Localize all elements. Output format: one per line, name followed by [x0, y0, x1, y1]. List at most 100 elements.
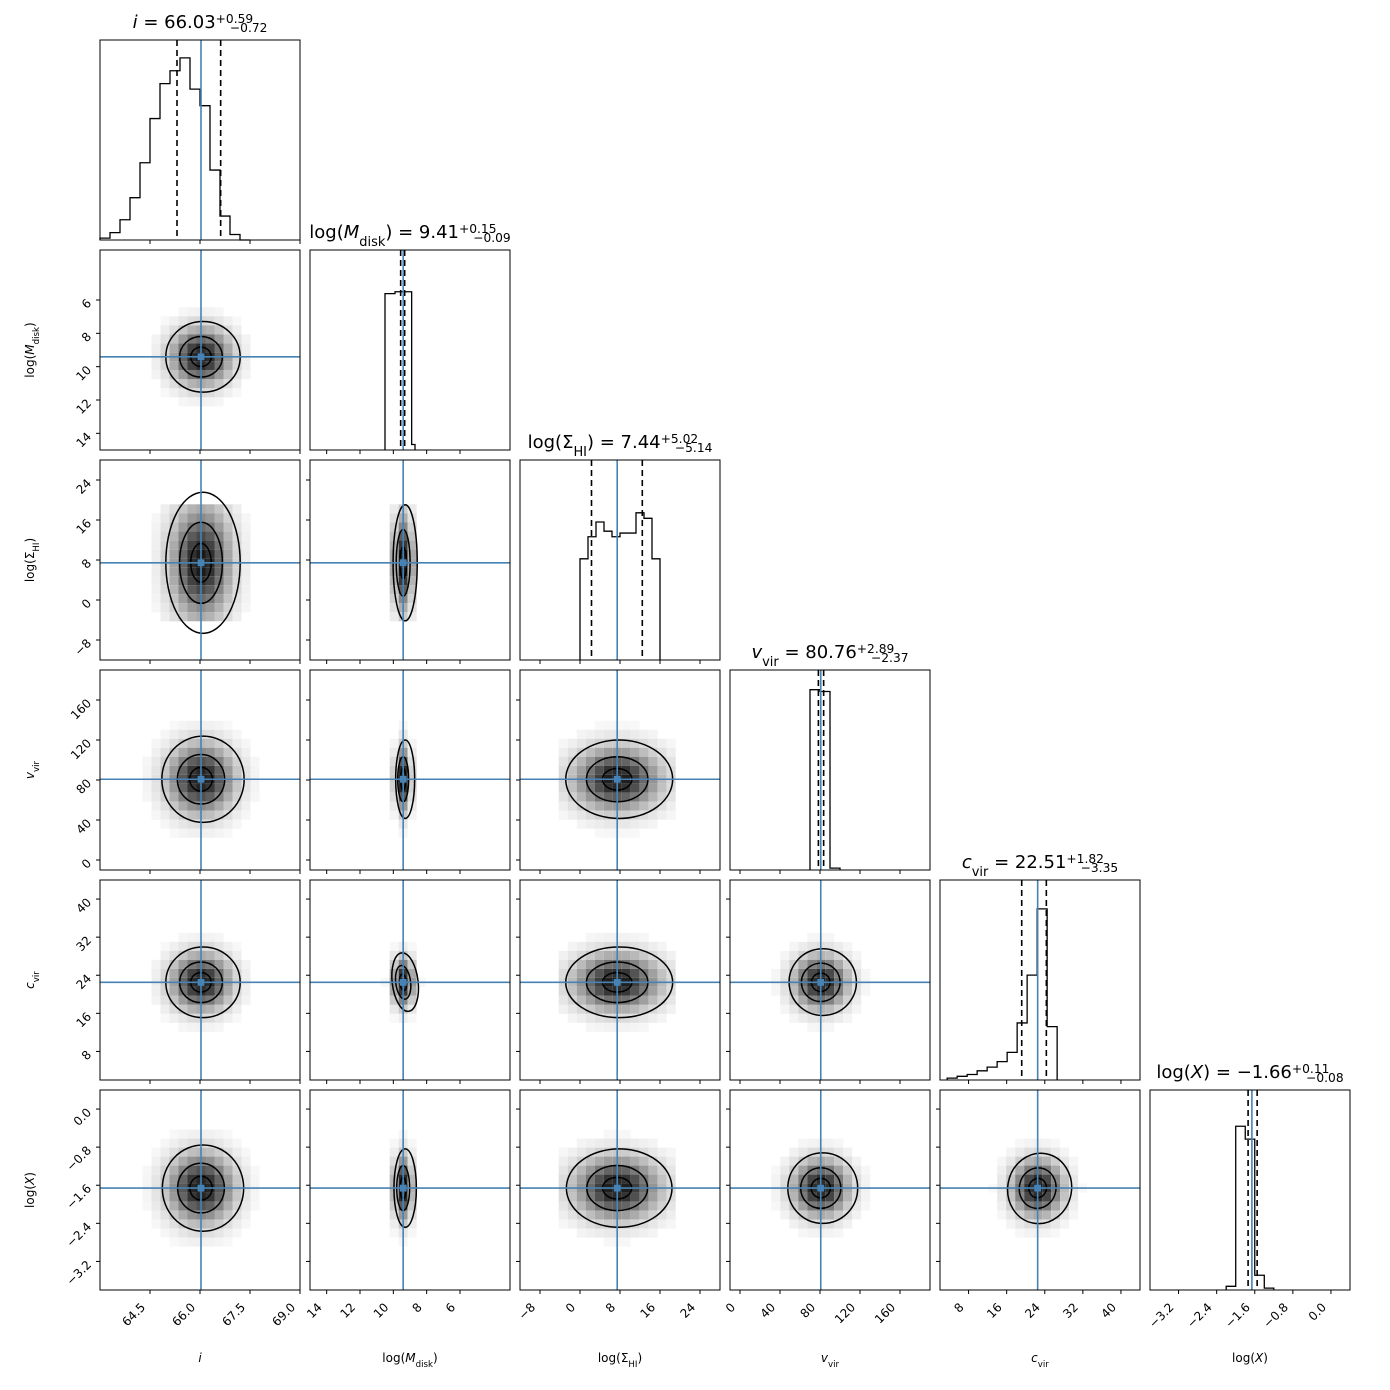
- density-cell: [657, 995, 667, 1005]
- density-cell: [214, 932, 224, 942]
- panel-title: log(Mdisk) = 9.41+0.15 −0.09: [309, 222, 510, 250]
- density-cell: [241, 361, 251, 371]
- density-cell: [151, 540, 161, 550]
- density-cell: [603, 941, 613, 951]
- density-cell: [657, 1147, 667, 1157]
- density-cell: [657, 792, 667, 802]
- density-cell: [630, 1138, 640, 1148]
- density-cell: [603, 932, 613, 942]
- y-tick-label: 24: [73, 476, 94, 497]
- density-cell: [205, 941, 215, 951]
- density-cell: [232, 370, 242, 380]
- density-cell: [160, 747, 170, 757]
- density-cell: [178, 388, 188, 398]
- density-cell: [666, 1219, 676, 1229]
- density-cell: [639, 1192, 649, 1202]
- density-cell: [585, 995, 595, 1005]
- density-cell: [407, 950, 417, 960]
- density-cell: [843, 1147, 853, 1157]
- density-cell: [160, 504, 170, 514]
- density-cell: [825, 941, 835, 951]
- density-cell: [205, 783, 215, 793]
- density-cell: [187, 1138, 197, 1148]
- density-cell: [241, 765, 251, 775]
- density-cell: [214, 325, 224, 335]
- density-cell: [576, 1192, 586, 1202]
- density-cell: [558, 1192, 568, 1202]
- y-tick-label: 160: [68, 696, 94, 722]
- density-cell: [407, 941, 417, 951]
- axis-label: log(ΣHI): [23, 538, 42, 582]
- density-cell: [205, 504, 215, 514]
- density-cell: [621, 932, 631, 942]
- density-cell: [151, 522, 161, 532]
- density-cell: [585, 1201, 595, 1211]
- density-cell: [178, 801, 188, 811]
- density-cell: [160, 959, 170, 969]
- density-cell: [169, 1174, 179, 1184]
- density-cell: [594, 1004, 604, 1014]
- density-cell: [160, 765, 170, 775]
- density-cell: [232, 810, 242, 820]
- density-cell: [558, 1147, 568, 1157]
- density-cell: [205, 1201, 215, 1211]
- density-cell: [160, 612, 170, 622]
- density-cell: [241, 567, 251, 577]
- density-cell: [648, 1013, 658, 1023]
- density-cell: [160, 594, 170, 604]
- density-cell: [666, 1004, 676, 1014]
- density-cell: [407, 576, 417, 586]
- density-cell: [843, 1013, 853, 1023]
- density-cell: [151, 594, 161, 604]
- density-cell: [1024, 1138, 1034, 1148]
- density-cell: [807, 968, 817, 978]
- density-cell: [621, 995, 631, 1005]
- density-cell: [834, 1210, 844, 1220]
- density-cell: [214, 379, 224, 389]
- density-cell: [648, 1147, 658, 1157]
- density-cell: [657, 765, 667, 775]
- density-cell: [205, 603, 215, 613]
- x-tick-label: 14: [304, 1300, 325, 1321]
- panel-frame: [729, 669, 931, 871]
- density-cell: [780, 1165, 790, 1175]
- density-cell: [178, 531, 188, 541]
- density-cell: [214, 531, 224, 541]
- x-tick-label: 0: [723, 1300, 738, 1315]
- density-cell: [169, 810, 179, 820]
- density-cell: [178, 594, 188, 604]
- density-cell: [825, 950, 835, 960]
- density-cell: [780, 959, 790, 969]
- density-cell: [1006, 1210, 1016, 1220]
- density-cell: [151, 1210, 161, 1220]
- density-cell: [780, 1004, 790, 1014]
- density-cell: [169, 1201, 179, 1211]
- density-cell: [187, 932, 197, 942]
- density-cell: [576, 986, 586, 996]
- density-cell: [223, 1228, 233, 1238]
- density-cell: [1024, 1147, 1034, 1157]
- density-cell: [630, 738, 640, 748]
- density-cell: [241, 995, 251, 1005]
- density-cell: [1042, 1210, 1052, 1220]
- density-cell: [798, 1210, 808, 1220]
- density-cell: [852, 1165, 862, 1175]
- density-cell: [178, 1228, 188, 1238]
- density-cell: [798, 1165, 808, 1175]
- density-cell: [407, 783, 417, 793]
- density-cell: [178, 995, 188, 1005]
- density-cell: [843, 1174, 853, 1184]
- density-cell: [997, 1156, 1007, 1166]
- density-cell: [223, 959, 233, 969]
- density-cell: [603, 968, 613, 978]
- density-cell: [169, 567, 179, 577]
- density-cell: [603, 810, 613, 820]
- density-cell: [639, 941, 649, 951]
- density-cell: [603, 828, 613, 838]
- panel-hist-v_vir: vvir = 80.76+2.89 −2.37: [729, 642, 931, 874]
- density-cell: [169, 585, 179, 595]
- density-cell: [789, 1210, 799, 1220]
- density-cell: [407, 738, 417, 748]
- density-cell: [648, 783, 658, 793]
- density-cell: [169, 504, 179, 514]
